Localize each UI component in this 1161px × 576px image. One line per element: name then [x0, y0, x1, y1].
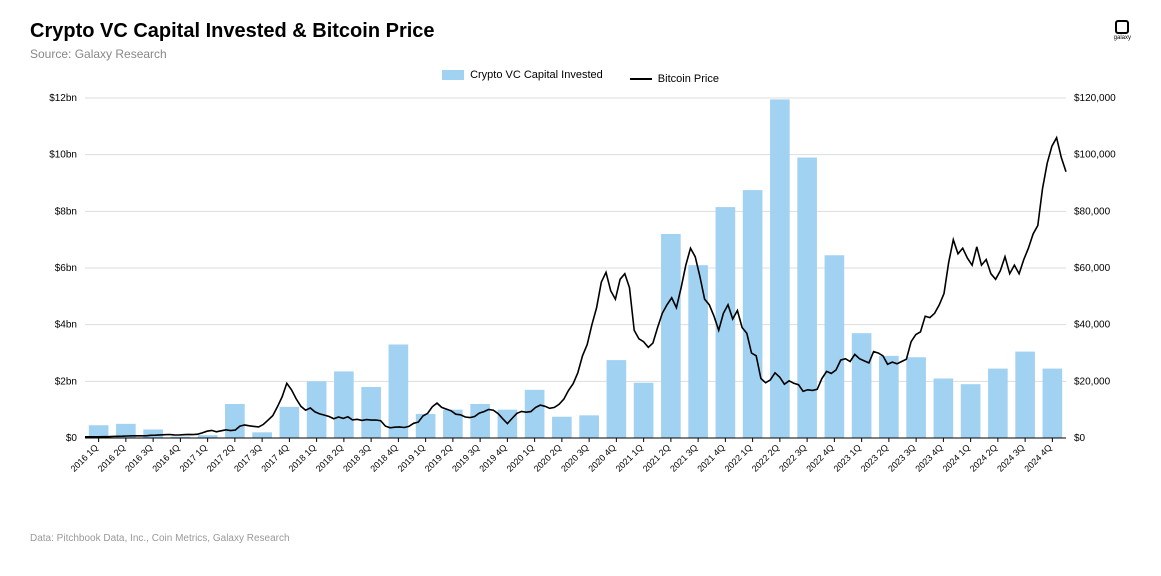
svg-text:2016 2Q: 2016 2Q — [96, 442, 127, 473]
svg-text:$8bn: $8bn — [55, 206, 77, 217]
galaxy-logo-text: galaxy — [1114, 35, 1131, 41]
svg-text:2022 1Q: 2022 1Q — [723, 442, 754, 473]
svg-text:2017 2Q: 2017 2Q — [205, 442, 236, 473]
legend-item-bars: Crypto VC Capital Invested — [442, 69, 603, 81]
svg-text:2023 4Q: 2023 4Q — [913, 442, 944, 473]
galaxy-logo: galaxy — [1114, 20, 1131, 41]
legend-swatch-line — [630, 78, 652, 80]
svg-text:2023 3Q: 2023 3Q — [886, 442, 917, 473]
legend-label-line: Bitcoin Price — [658, 73, 719, 85]
svg-text:2022 4Q: 2022 4Q — [804, 442, 835, 473]
svg-text:2018 4Q: 2018 4Q — [368, 442, 399, 473]
svg-text:2021 4Q: 2021 4Q — [695, 442, 726, 473]
svg-text:2021 1Q: 2021 1Q — [614, 442, 645, 473]
svg-text:2023 2Q: 2023 2Q — [859, 442, 890, 473]
galaxy-logo-icon — [1115, 20, 1129, 34]
svg-text:2016 1Q: 2016 1Q — [69, 442, 100, 473]
legend-label-bars: Crypto VC Capital Invested — [470, 69, 603, 81]
chart-title: Crypto VC Capital Invested & Bitcoin Pri… — [30, 20, 1131, 43]
legend-item-line: Bitcoin Price — [630, 73, 719, 85]
svg-text:$12bn: $12bn — [49, 93, 77, 104]
legend-swatch-bar — [442, 70, 464, 80]
svg-text:2024 3Q: 2024 3Q — [995, 442, 1026, 473]
chart-area: $0 $2bn $4bn $6bn $8bn $10bn $12bn $0 $20,000 $40… — [30, 93, 1131, 493]
svg-text:2024 4Q: 2024 4Q — [1022, 442, 1053, 473]
svg-text:2019 3Q: 2019 3Q — [450, 442, 481, 473]
svg-text:$2bn: $2bn — [55, 376, 77, 387]
chart-footer: Data: Pitchbook Data, Inc., Coin Metrics… — [30, 533, 1131, 544]
svg-text:2018 2Q: 2018 2Q — [314, 442, 345, 473]
chart-svg: $0 $2bn $4bn $6bn $8bn $10bn $12bn $0 $20,000 $40… — [30, 93, 1131, 493]
svg-text:2016 3Q: 2016 3Q — [123, 442, 154, 473]
svg-text:$0: $0 — [1074, 433, 1086, 444]
svg-text:2024 1Q: 2024 1Q — [941, 442, 972, 473]
svg-text:$80,000: $80,000 — [1074, 206, 1111, 217]
svg-text:$100,000: $100,000 — [1074, 150, 1116, 161]
svg-text:2023 1Q: 2023 1Q — [832, 442, 863, 473]
svg-text:$40,000: $40,000 — [1074, 320, 1111, 331]
svg-text:2020 1Q: 2020 1Q — [505, 442, 536, 473]
svg-text:2018 3Q: 2018 3Q — [341, 442, 372, 473]
svg-text:$60,000: $60,000 — [1074, 263, 1111, 274]
svg-text:$120,000: $120,000 — [1074, 93, 1116, 104]
svg-text:2022 2Q: 2022 2Q — [750, 442, 781, 473]
svg-text:2019 1Q: 2019 1Q — [396, 442, 427, 473]
chart-legend: Crypto VC Capital Invested Bitcoin Price — [30, 69, 1131, 85]
svg-text:$10bn: $10bn — [49, 150, 77, 161]
svg-text:2022 3Q: 2022 3Q — [777, 442, 808, 473]
svg-text:2024 2Q: 2024 2Q — [968, 442, 999, 473]
svg-text:2016 4Q: 2016 4Q — [150, 442, 181, 473]
svg-text:2020 3Q: 2020 3Q — [559, 442, 590, 473]
svg-text:2021 3Q: 2021 3Q — [668, 442, 699, 473]
svg-text:2018 1Q: 2018 1Q — [287, 442, 318, 473]
svg-text:2020 2Q: 2020 2Q — [532, 442, 563, 473]
svg-text:2017 4Q: 2017 4Q — [259, 442, 290, 473]
svg-text:2019 2Q: 2019 2Q — [423, 442, 454, 473]
svg-text:2017 3Q: 2017 3Q — [232, 442, 263, 473]
svg-text:2021 2Q: 2021 2Q — [641, 442, 672, 473]
svg-text:2020 4Q: 2020 4Q — [586, 442, 617, 473]
chart-subtitle: Source: Galaxy Research — [30, 47, 1131, 61]
svg-text:$6bn: $6bn — [55, 263, 77, 274]
svg-text:2019 4Q: 2019 4Q — [477, 442, 508, 473]
svg-text:$4bn: $4bn — [55, 320, 77, 331]
svg-text:$20,000: $20,000 — [1074, 376, 1111, 387]
svg-text:2017 1Q: 2017 1Q — [178, 442, 209, 473]
svg-text:$0: $0 — [66, 433, 78, 444]
